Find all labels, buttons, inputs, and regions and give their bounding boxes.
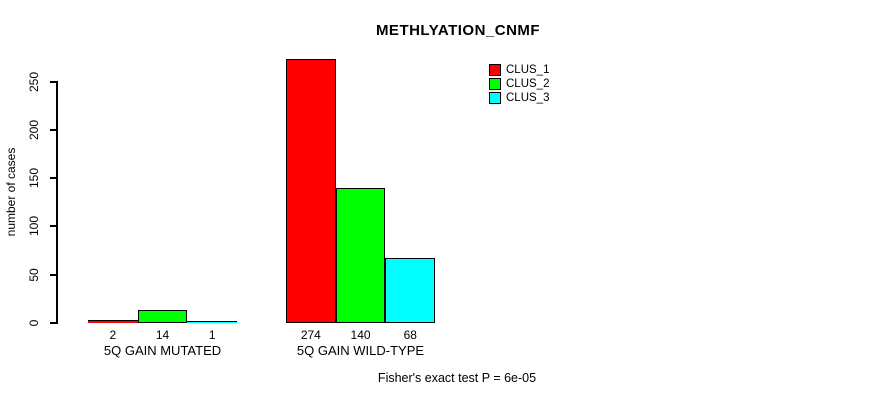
bar-value-label: 68 bbox=[403, 328, 417, 342]
legend-label: CLUS_3 bbox=[506, 92, 550, 104]
bar-clus_2-group2 bbox=[335, 188, 386, 323]
y-tick-label: 100 bbox=[27, 216, 41, 237]
y-axis-line bbox=[56, 81, 58, 324]
bar-clus_3-group2 bbox=[385, 258, 436, 323]
chart-title: METHLYATION_CNMF bbox=[375, 22, 541, 39]
bar-clus_1-group2 bbox=[286, 59, 336, 323]
y-tick-mark bbox=[50, 225, 57, 228]
legend-item-clus_1: CLUS_1 bbox=[489, 64, 549, 76]
legend-label: CLUS_1 bbox=[506, 64, 550, 76]
y-tick-label: 200 bbox=[27, 120, 41, 141]
y-tick-label: 150 bbox=[27, 168, 41, 189]
y-tick-mark bbox=[50, 273, 57, 276]
bar-value-label: 14 bbox=[155, 328, 170, 342]
bar-value-label: 2 bbox=[109, 328, 117, 342]
legend-swatch-icon bbox=[489, 64, 501, 76]
bar-value-label: 1 bbox=[208, 328, 216, 342]
y-tick-mark bbox=[50, 129, 57, 132]
legend-item-clus_3: CLUS_3 bbox=[489, 92, 549, 104]
y-tick-mark bbox=[50, 321, 57, 324]
category-label-wild-type: 5Q GAIN WILD-TYPE bbox=[296, 343, 425, 358]
legend-label: CLUS_2 bbox=[506, 78, 550, 90]
y-tick-mark bbox=[50, 80, 57, 83]
y-tick-label: 0 bbox=[27, 319, 41, 327]
legend: CLUS_1 CLUS_2 CLUS_3 bbox=[489, 64, 549, 106]
y-tick-label: 50 bbox=[27, 267, 41, 282]
y-axis-label: number of cases bbox=[4, 147, 18, 237]
category-label-mutated: 5Q GAIN MUTATED bbox=[103, 343, 222, 358]
bar-value-label: 274 bbox=[300, 328, 321, 342]
legend-swatch-icon bbox=[489, 78, 501, 90]
bar-clus_1-group1 bbox=[88, 320, 138, 323]
legend-swatch-icon bbox=[489, 92, 501, 104]
bar-clus_2-group1 bbox=[137, 310, 188, 323]
y-tick-label: 250 bbox=[27, 71, 41, 92]
bar-clus_3-group1 bbox=[187, 321, 238, 323]
legend-item-clus_2: CLUS_2 bbox=[489, 78, 549, 90]
y-tick-mark bbox=[50, 177, 57, 180]
stat-annotation: Fisher's exact test P = 6e-05 bbox=[377, 371, 537, 385]
bar-value-label: 140 bbox=[350, 328, 371, 342]
